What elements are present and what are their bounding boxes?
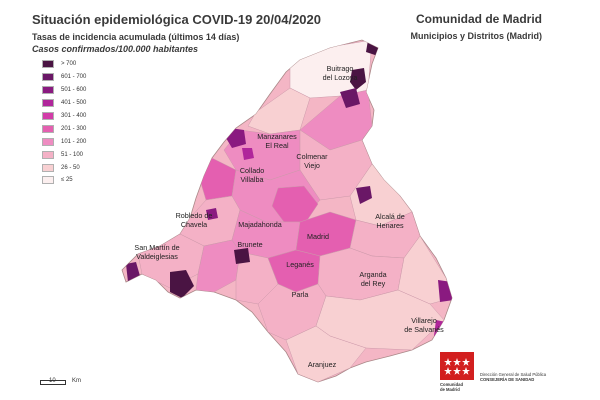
place-label: Arganda del Rey [359, 270, 387, 288]
municipality [350, 68, 366, 90]
logo-department: Dirección General de Salud Pública CONSE… [480, 372, 546, 382]
municipality [356, 186, 372, 204]
legend-label: > 700 [61, 61, 77, 68]
legend-swatch [42, 86, 54, 95]
legend-swatch [42, 112, 54, 120]
municipality [206, 208, 218, 220]
place-label: Parla [291, 290, 309, 299]
scale-bar-graphic [40, 380, 66, 385]
legend-label: 401 - 500 [61, 100, 87, 107]
place-label: Madrid [307, 232, 329, 241]
place-label: Robledo de Chavela [175, 211, 213, 229]
map-title: Situación epidemiológica COVID-19 20/04/… [32, 12, 321, 27]
municipality [340, 88, 360, 108]
region-name: Comunidad de Madrid [416, 12, 542, 26]
legend-item: 51 - 100 [42, 148, 86, 161]
legend-item: 601 - 700 [42, 71, 86, 84]
legend-label: 501 - 600 [61, 87, 87, 94]
logo-department-line1: Dirección General de Salud Pública [480, 372, 547, 377]
legend-item: 101 - 200 [42, 135, 86, 148]
legend-item: 301 - 400 [42, 110, 86, 123]
place-label: Buitrago del Lozoya [322, 64, 358, 82]
place-label: Colmenar Viejo [296, 152, 328, 170]
comunidad-madrid-logo [440, 352, 474, 380]
legend-swatch [42, 176, 54, 185]
scale-unit: Km [72, 378, 81, 384]
legend-item: 26 - 50 [42, 161, 86, 174]
region-subtitle: Municipios y Distritos (Madrid) [410, 31, 542, 41]
legend-label: ≤ 25 [61, 177, 73, 184]
logo-department-line2: CONSEJERÍA DE SANIDAD [480, 377, 535, 382]
place-label: Villarejo de Salvanés [404, 316, 444, 334]
legend-label: 301 - 400 [61, 113, 87, 119]
scale-value: 10 [49, 378, 56, 384]
map-subtitle: Tasas de incidencia acumulada (últimos 1… [32, 32, 240, 42]
legend-label: 26 - 50 [61, 164, 80, 171]
legend-item: > 700 [42, 58, 86, 71]
legend-label: 601 - 700 [61, 74, 87, 81]
logo-name: Comunidad de Madrid [440, 382, 463, 392]
place-label: Aranjuez [307, 360, 337, 369]
place-label: Leganés [286, 260, 314, 269]
municipality [242, 148, 254, 160]
legend-swatch [42, 163, 54, 172]
legend-item: 401 - 500 [42, 97, 86, 110]
legend-item: 201 - 300 [42, 122, 86, 135]
legend-swatch [42, 124, 54, 133]
legend-swatch [42, 99, 54, 108]
municipality [195, 239, 241, 293]
legend: > 700 601 - 700 501 - 600 401 - 500 301 … [42, 58, 86, 187]
place-label: Majadahonda [238, 220, 282, 229]
municipality [170, 270, 194, 298]
map-units: Casos confirmados/100.000 habitantes [32, 44, 199, 54]
place-label: Manzanares El Real [257, 132, 297, 150]
logo-name-line2: de Madrid [440, 387, 460, 392]
place-label: Collado Villalba [239, 166, 265, 184]
legend-swatch [42, 150, 54, 159]
legend-label: 101 - 200 [61, 138, 87, 145]
legend-label: 201 - 300 [61, 125, 87, 132]
place-label: Alcalá de Henares [375, 212, 405, 230]
legend-swatch [42, 60, 54, 69]
place-label: Brunete [237, 240, 263, 249]
place-label: San Martín de Valdeiglesias [134, 243, 180, 261]
municipality [438, 280, 452, 302]
legend-item: 501 - 600 [42, 84, 86, 97]
logo-name-line1: Comunidad [440, 382, 464, 387]
municipality [234, 248, 250, 264]
legend-swatch [42, 137, 54, 146]
legend-swatch [42, 73, 54, 82]
legend-label: 51 - 100 [61, 151, 84, 158]
legend-item: ≤ 25 [42, 174, 86, 187]
logo-flag [440, 352, 474, 380]
